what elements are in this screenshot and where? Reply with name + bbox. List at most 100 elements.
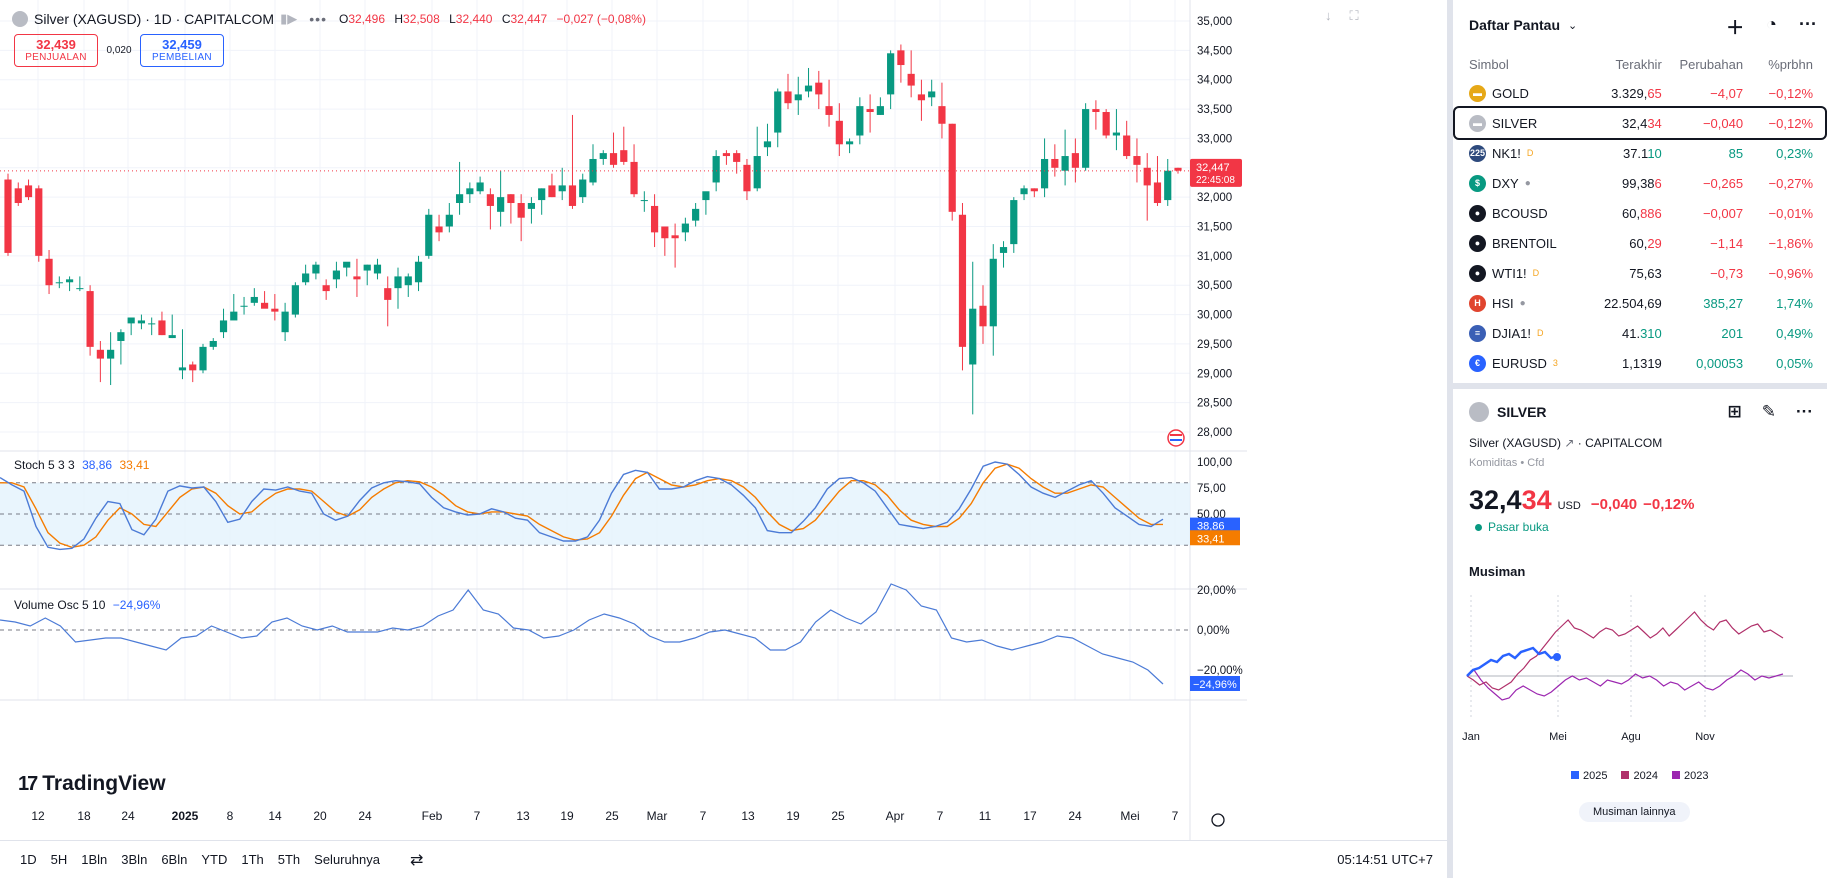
- row-pct: 0,05%: [1776, 355, 1813, 371]
- status-dot-icon: [1475, 524, 1482, 531]
- candle-body: [1020, 188, 1028, 195]
- row-pct: −1,86%: [1768, 235, 1813, 251]
- delayed-badge: 3: [1552, 358, 1558, 368]
- price-axis-label: 31,000: [1197, 251, 1232, 263]
- time-axis-label: 7: [474, 809, 481, 823]
- candle-body: [137, 320, 146, 324]
- flag-icon[interactable]: ▮▶: [280, 11, 298, 26]
- close-value: 32,447: [510, 12, 548, 26]
- fullscreen-icon[interactable]: ⛶: [1349, 8, 1359, 23]
- watchlist-row-hsi[interactable]: H HSI ● 22.504,69 385,27 1,74%: [1453, 288, 1827, 318]
- row-last: 37.110: [1573, 146, 1662, 161]
- candle-body: [486, 194, 494, 206]
- symbol-name: NK1!: [1492, 145, 1521, 161]
- symbol-name: GOLD: [1492, 85, 1529, 101]
- buy-price: 32,459: [162, 37, 202, 52]
- candle-body: [825, 106, 833, 115]
- last-main: 75,63: [1629, 265, 1662, 281]
- watchlist-title[interactable]: Daftar Pantau: [1469, 17, 1561, 33]
- time-axis-label: 24: [1068, 809, 1082, 823]
- chevron-down-icon[interactable]: ⌄: [1568, 19, 1578, 32]
- tf-ytd[interactable]: YTD: [201, 852, 228, 867]
- candle-body: [1102, 112, 1110, 136]
- watchlist-row-bcousd[interactable]: ● BCOUSD 60,886 −0,007 −0,01%: [1453, 198, 1827, 228]
- panel-divider[interactable]: [1453, 383, 1827, 389]
- seasonal-chart[interactable]: Jan Mei Agu Nov: [1453, 590, 1827, 760]
- col-pct[interactable]: %prbhn: [1768, 56, 1813, 72]
- buy-button[interactable]: 32,459 PEMBELIAN: [140, 34, 224, 67]
- delayed-badge: D: [1532, 268, 1540, 278]
- more-icon[interactable]: ···: [1796, 402, 1813, 421]
- date-range-icon[interactable]: ⇄: [409, 851, 424, 869]
- watchlist-row-nk1[interactable]: 225 NK1! D 37.110 85 0,23%: [1453, 138, 1827, 168]
- low-label: L: [449, 12, 456, 26]
- tradingview-logo[interactable]: 17 TradingView: [18, 772, 166, 796]
- symbol-name: EURUSD: [1492, 355, 1547, 371]
- sell-label: PENJUALAN: [25, 52, 87, 63]
- more-options-icon[interactable]: •••: [309, 11, 327, 27]
- volosc-value: −24,96%: [112, 598, 161, 612]
- tf-1th[interactable]: 1Th: [241, 852, 264, 867]
- tf-1bln[interactable]: 1Bln: [81, 852, 108, 867]
- candle-body: [538, 188, 546, 201]
- tf-1d[interactable]: 1D: [20, 852, 37, 867]
- chart-area[interactable]: 35,00034,50034,00033,50033,00032,50032,0…: [0, 0, 1447, 878]
- row-pct: 0,49%: [1776, 325, 1813, 341]
- watchlist-row-gold[interactable]: ▬ GOLD 3.329,65 −4,07 −0,12%: [1453, 78, 1827, 108]
- last-main: 37.1: [1622, 145, 1648, 161]
- sell-button[interactable]: 32,439 PENJUALAN: [14, 34, 98, 67]
- last-main: 22.504,69: [1603, 295, 1662, 311]
- candle-body: [1082, 109, 1090, 168]
- clock[interactable]: 05:14:51 UTC+7: [1337, 852, 1433, 867]
- col-change[interactable]: Perubahan: [1679, 56, 1744, 72]
- candle-body: [928, 91, 936, 98]
- watchlist-row-eurusd[interactable]: € EURUSD 3 1,1319 0,00053 0,05%: [1453, 348, 1827, 378]
- time-axis-label: 12: [31, 809, 45, 823]
- last-price-value: 32,447: [1196, 162, 1230, 174]
- watchlist-row-wti1[interactable]: ● WTI1! D 75,63 −0,73 −0,96%: [1453, 258, 1827, 288]
- watchlist-row-brentoil[interactable]: ● BRENTOIL 60,29 −1,14 −1,86%: [1453, 228, 1827, 258]
- candle-body: [148, 323, 156, 325]
- tf-5th[interactable]: 5Th: [277, 852, 301, 867]
- watchlist-row-silver[interactable]: ▬ SILVER 32,434 −0,040 −0,12%: [1453, 106, 1827, 140]
- add-symbol-icon[interactable]: ＋: [1726, 18, 1745, 38]
- candle-body: [630, 161, 638, 195]
- tf-3bln[interactable]: 3Bln: [121, 852, 148, 867]
- details-fullname[interactable]: Silver (XAGUSD): [1469, 436, 1562, 450]
- edit-icon[interactable]: ✎: [1761, 402, 1777, 421]
- seasonal-legend: 2025 2024 2023: [1571, 770, 1708, 782]
- delayed-badge: D: [1537, 328, 1544, 338]
- watchlist-row-djia1[interactable]: ≡ DJIA1! D 41.310 201 0,49%: [1453, 318, 1827, 348]
- download-icon[interactable]: ↓: [1325, 8, 1332, 23]
- symbol-name: WTI1!: [1492, 265, 1527, 281]
- legend-2025: 2025: [1571, 770, 1607, 782]
- pie-chart-icon[interactable]: ◔: [1766, 14, 1778, 34]
- row-symbol: € EURUSD 3: [1469, 354, 1573, 372]
- watchlist-row-dxy[interactable]: $ DXY ● 99,386 −0,265 −0,27%: [1453, 168, 1827, 198]
- close-label: C: [501, 12, 511, 26]
- last-tail: 6: [1654, 175, 1662, 191]
- col-symbol[interactable]: Simbol: [1469, 56, 1509, 72]
- more-seasonals-button[interactable]: Musiman lainnya: [1579, 802, 1690, 822]
- time-axis-label: Apr: [886, 809, 905, 823]
- open-value: 32,496: [348, 12, 386, 26]
- details-exchange[interactable]: CAPITALCOM: [1585, 436, 1663, 450]
- candle-body: [763, 141, 772, 148]
- external-link-icon[interactable]: ↗: [1564, 436, 1575, 450]
- col-last[interactable]: Terakhir: [1615, 56, 1662, 72]
- ohlc-readout: O32,496 H32,508 L32,440 C32,447 −0,027 (…: [339, 12, 652, 26]
- stoch-d-tag: [1190, 530, 1240, 546]
- chart-canvas[interactable]: 35,00034,50034,00033,50033,00032,50032,0…: [0, 0, 1247, 840]
- more-icon[interactable]: ···: [1799, 14, 1817, 34]
- tf-6bln[interactable]: 6Bln: [161, 852, 188, 867]
- tf-5h[interactable]: 5H: [50, 852, 68, 867]
- chart-title[interactable]: Silver (XAGUSD) · 1D · CAPITALCOM: [34, 11, 275, 27]
- tf-all[interactable]: Seluruhnya: [314, 852, 380, 867]
- candle-body: [609, 153, 618, 165]
- spread-value: 0,020: [106, 45, 132, 56]
- grid-icon[interactable]: ⊞: [1727, 402, 1742, 421]
- candle-body: [969, 308, 977, 365]
- candle-body: [209, 340, 217, 347]
- row-pct: −0,12%: [1768, 115, 1813, 131]
